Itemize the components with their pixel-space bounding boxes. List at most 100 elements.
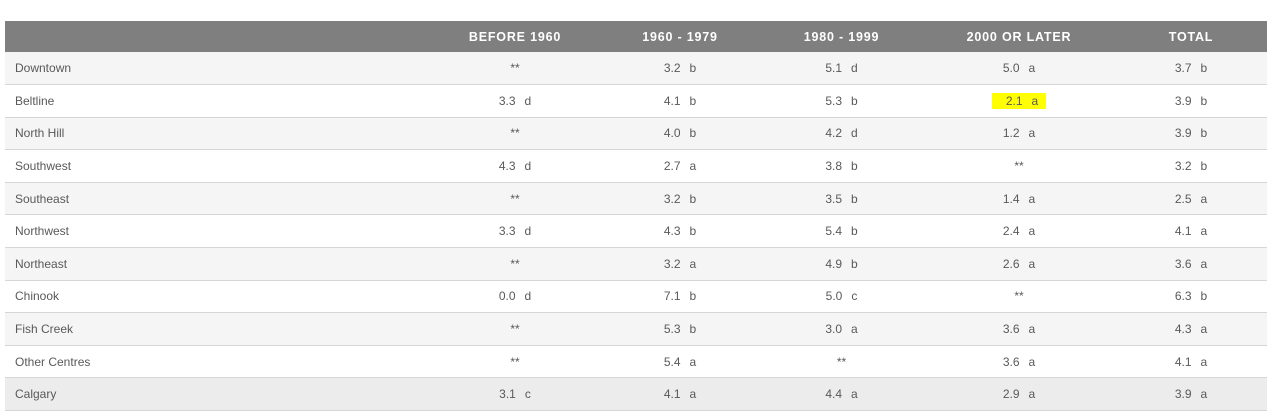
quality-grade: a [689,256,697,271]
table-row: Southeast ** 3.2 b 3.5 b 1.4 a 2.5 a [5,182,1267,215]
rate-value: 2.5 [1174,191,1192,206]
cell-before-1960: 3.1 c [430,378,600,411]
quality-grade: b [1200,289,1208,304]
cell-total: 6.3 b [1115,280,1267,313]
cell-2000-or-later: ** [923,280,1115,313]
region-name: Northeast [15,256,68,271]
value: ** [510,257,519,271]
header-before-1960: BEFORE 1960 [468,29,562,44]
quality-grade: a [1028,322,1036,337]
cell-2000-or-later: 1.4 a [923,182,1115,215]
value: 2.4 a [1003,224,1035,238]
value: 3.6 a [1003,322,1035,336]
quality-grade: a [1031,93,1039,108]
rate-value: 5.0 [1002,61,1020,76]
quality-grade: b [1200,93,1208,108]
quality-grade: a [1028,387,1036,402]
cell-before-1960: ** [430,52,600,85]
cell-1960-1979: 4.3 b [600,215,760,248]
table-row: Beltline 3.3 d 4.1 b 5.3 b 2.1 a 3.9 b [5,84,1267,118]
value: 3.9 b [1175,94,1207,108]
value: 3.8 b [825,159,857,173]
quality-grade: a [1200,191,1208,206]
value: ** [510,192,519,206]
quality-grade: a [1200,354,1208,369]
value: 3.1 c [499,387,531,401]
rate-value: ** [510,61,520,76]
value: 5.3 b [825,94,857,108]
cell-2000-or-later: 5.0 a [923,52,1115,85]
quality-grade: a [1028,224,1036,239]
cell-total: 3.9 b [1115,85,1267,118]
value: 4.0 b [664,126,696,140]
cell-total: 3.9 b [1115,117,1267,150]
quality-grade: a [1028,354,1036,369]
rate-value: ** [1014,289,1024,304]
rate-value: ** [510,256,520,271]
header-1980-1999: 1980 - 1999 [803,29,880,44]
cell-total: 4.1 a [1115,215,1267,248]
quality-grade: a [689,159,697,174]
region-name: Fish Creek [15,322,74,337]
cell-1980-1999: 4.4 a [760,378,923,411]
quality-grade: b [1200,61,1208,76]
cell-1960-1979: 3.2 b [600,182,760,215]
cell-before-1960: ** [430,117,600,150]
rate-value: 2.1 [1005,93,1023,108]
value: 4.3 a [1175,322,1207,336]
data-table-container: BEFORE 1960 1960 - 1979 1980 - 1999 2000… [5,21,1267,411]
cell-1960-1979: 7.1 b [600,280,760,313]
cell-before-1960: 0.0 d [430,280,600,313]
value: 3.3 d [499,224,531,238]
quality-grade: b [689,93,697,108]
rate-value: ** [510,354,520,369]
rate-value: 1.2 [1002,126,1020,141]
rate-value: 2.6 [1002,256,1020,271]
table-row: Downtown ** 3.2 b 5.1 d 5.0 a 3.7 b [5,52,1267,85]
region-name: Southwest [15,159,72,174]
cell-total: 4.1 a [1115,345,1267,378]
rate-value: 4.4 [825,387,842,402]
quality-grade: b [689,61,697,76]
rate-value: 4.1 [663,387,681,402]
region-name: Northwest [15,224,70,239]
cell-1960-1979: 4.0 b [600,117,760,150]
value: 2.6 a [1003,257,1035,271]
quality-grade: d [851,126,858,141]
value: 5.0 c [826,289,858,303]
cell-2000-or-later: 2.4 a [923,215,1115,248]
cell-1980-1999: 4.2 d [760,117,923,150]
value: 6.3 b [1175,289,1207,303]
value: 3.5 b [825,192,857,206]
value: 7.1 b [664,289,696,303]
value: 4.4 a [825,387,857,401]
value: 5.4 b [825,224,857,238]
quality-grade: a [851,387,858,402]
rate-value: 5.4 [825,224,842,239]
value: 4.1 b [664,94,696,108]
quality-grade: a [1200,256,1208,271]
rate-value: 0.0 [498,289,516,304]
table-row: Southwest 4.3 d 2.7 a 3.8 b ** 3.2 b [5,149,1267,183]
quality-grade: b [689,322,697,337]
value: 3.2 a [664,257,696,271]
rate-value: 3.8 [825,159,842,174]
cell-total: 2.5 a [1115,182,1267,215]
cell-total: 3.6 a [1115,248,1267,281]
header-2000-or-later: 2000 OR LATER [966,29,1072,44]
rate-value: 2.4 [1002,224,1020,239]
value: ** [1014,289,1023,303]
rate-value: ** [510,126,520,141]
value: 2.9 a [1003,387,1035,401]
quality-grade: b [851,93,858,108]
cell-before-1960: 3.3 d [430,215,600,248]
region-name: North Hill [15,126,65,141]
value: ** [837,355,846,369]
value: ** [510,61,519,75]
value: 5.3 b [664,322,696,336]
quality-grade: a [1028,126,1036,141]
quality-grade: b [851,191,858,206]
cell-2000-or-later: 2.9 a [923,378,1115,411]
rate-value: 5.4 [663,354,681,369]
cell-before-1960: ** [430,345,600,378]
